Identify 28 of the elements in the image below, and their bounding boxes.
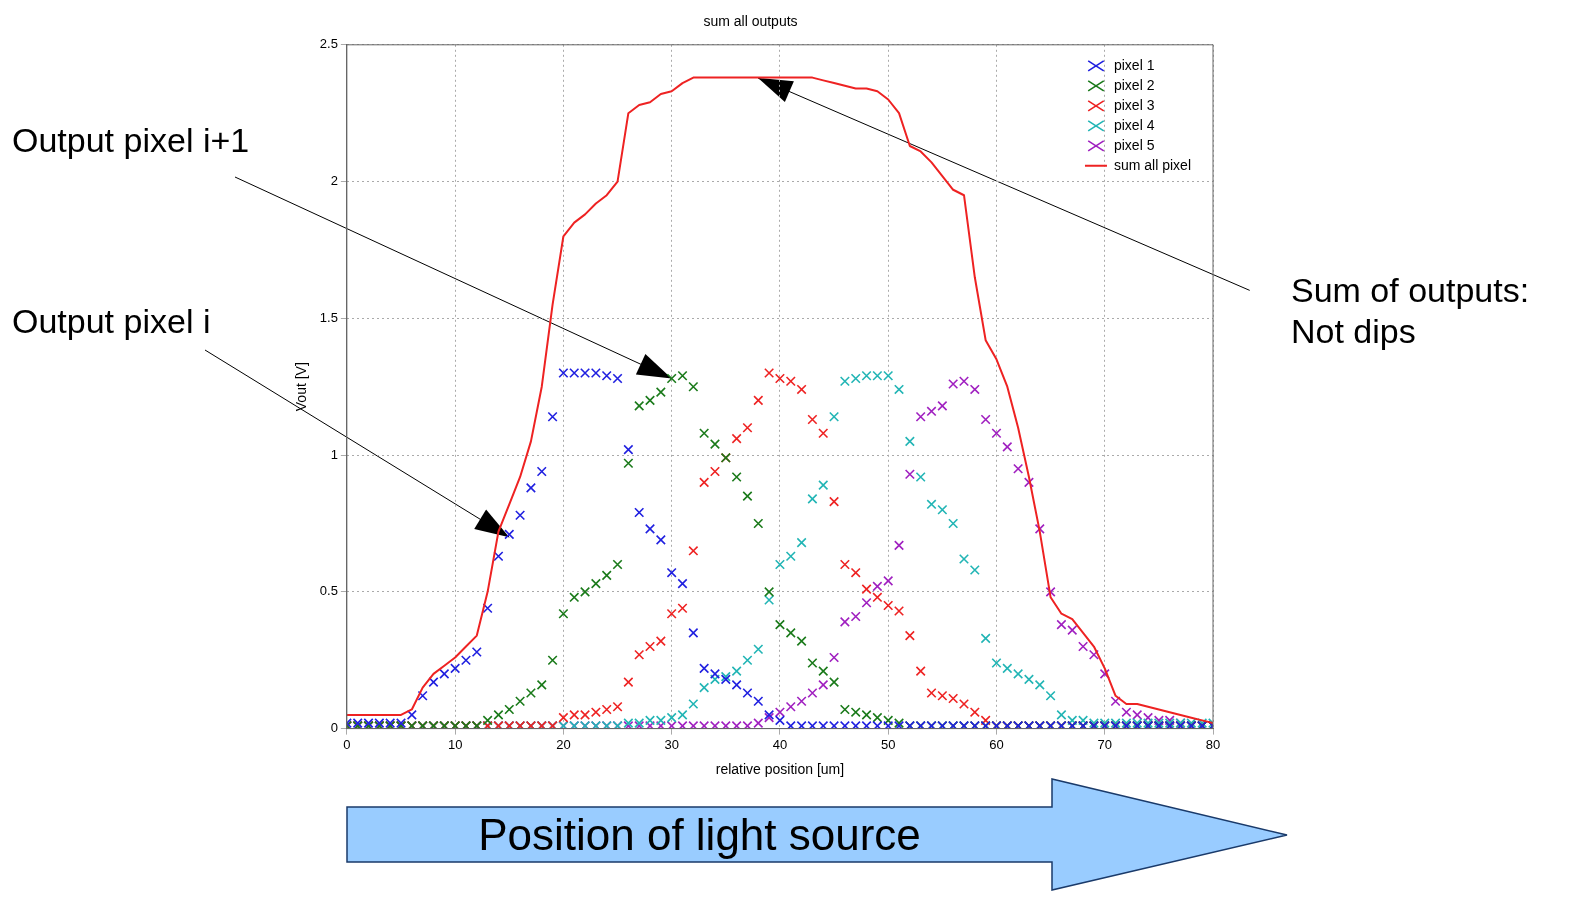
x-tick-label: 10: [447, 736, 463, 752]
x-tick-label: 50: [880, 736, 896, 752]
annotation: Output pixel i: [12, 302, 211, 340]
legend-label: sum all pixel: [1113, 156, 1191, 173]
y-tick-label: 2.5: [319, 36, 338, 52]
legend-label: pixel 2: [1113, 76, 1155, 93]
x-tick-label: 20: [556, 736, 571, 752]
legend-label: pixel 3: [1113, 96, 1155, 113]
y-tick-label: 0.5: [319, 583, 338, 599]
x-tick-label: 0: [343, 736, 351, 752]
x-tick-label: 70: [1097, 736, 1112, 752]
x-tick-label: 80: [1205, 736, 1221, 752]
annotation: Output pixel i+1: [12, 121, 250, 159]
x-tick-label: 40: [772, 736, 788, 752]
y-tick-label: 1: [330, 446, 338, 462]
y-tick-label: 0: [330, 720, 338, 736]
legend-label: pixel 1: [1113, 56, 1155, 73]
legend-label: pixel 5: [1113, 136, 1155, 153]
text: Position of light source: [477, 809, 922, 861]
y-axis-title: Vout [V]: [293, 362, 310, 412]
chart-title: sum all outputs: [703, 13, 798, 30]
x-tick-label: 30: [664, 736, 679, 752]
y-tick-label: 1.5: [319, 309, 338, 325]
annotation: Sum of outputs: Not dips: [1291, 271, 1530, 350]
x-tick-label: 60: [989, 736, 1004, 752]
y-tick-label: 2: [330, 173, 338, 189]
legend-label: pixel 4: [1113, 116, 1155, 133]
x-axis-title: relative position [um]: [715, 761, 845, 778]
